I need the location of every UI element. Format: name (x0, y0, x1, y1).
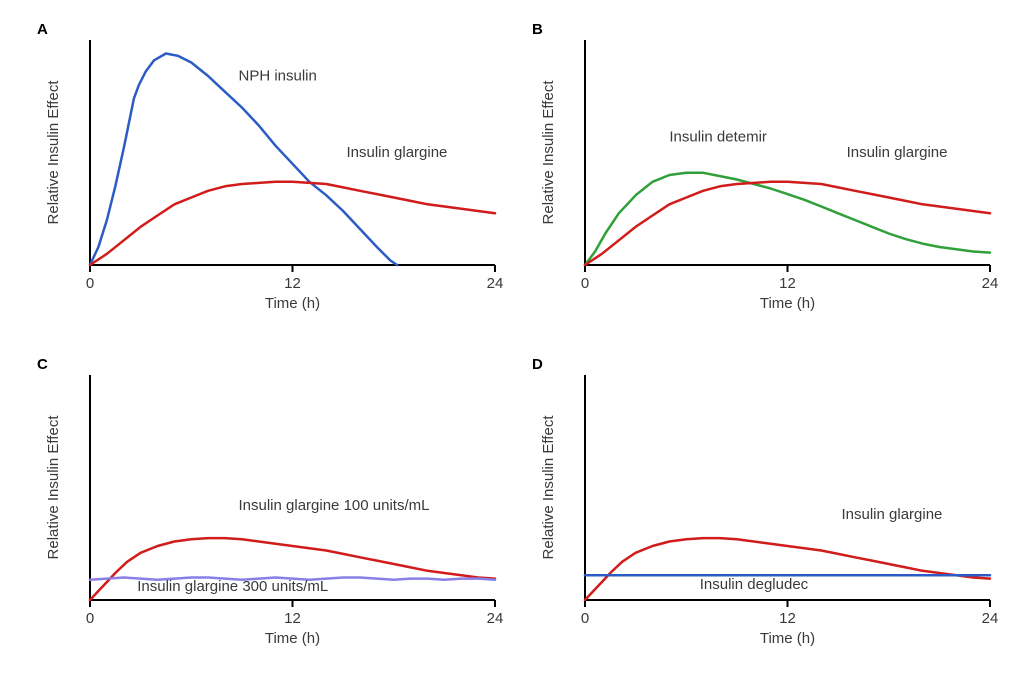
x-tick-label: 24 (982, 610, 999, 627)
series-label: Insulin degludec (700, 576, 809, 593)
chart-d: D 0 12 24 Time (h) Relative Insulin Effect Ins… (530, 355, 1000, 655)
series-label: Insulin glargine 100 units/mL (239, 497, 430, 514)
x-tick-label: 24 (487, 275, 504, 292)
x-tick-label: 12 (284, 275, 301, 292)
figure: A 0 12 24 Time (h) Relative Insulin Effect NPH… (0, 0, 1026, 690)
chart-c: C 0 12 24 Time (h) Relative Insulin Effect Ins… (35, 355, 505, 655)
panel-b: B 0 12 24 Time (h) Relative Insulin Effect Ins… (530, 20, 1000, 320)
x-tick-label: 12 (779, 275, 796, 292)
panel-letter: C (37, 356, 48, 373)
x-tick-label: 0 (581, 275, 589, 292)
series-label: Insulin glargine (842, 506, 943, 523)
chart-b: B 0 12 24 Time (h) Relative Insulin Effect Ins… (530, 20, 1000, 320)
series-label: NPH insulin (239, 68, 317, 85)
series-line (90, 182, 495, 265)
x-axis-title: Time (h) (265, 295, 320, 312)
x-tick-label: 12 (779, 610, 796, 627)
series-label: Insulin glargine (847, 144, 948, 161)
chart-a: A 0 12 24 Time (h) Relative Insulin Effect NPH… (35, 20, 505, 320)
panel-letter: A (37, 21, 48, 38)
x-tick-label: 0 (581, 610, 589, 627)
x-tick-label: 0 (86, 610, 94, 627)
series-label: Insulin glargine (347, 144, 448, 161)
y-axis-title: Relative Insulin Effect (45, 80, 62, 225)
x-axis-title: Time (h) (760, 295, 815, 312)
x-axis-title: Time (h) (760, 630, 815, 647)
y-axis-title: Relative Insulin Effect (540, 415, 557, 560)
x-tick-label: 0 (86, 275, 94, 292)
y-axis-title: Relative Insulin Effect (45, 415, 62, 560)
panel-c: C 0 12 24 Time (h) Relative Insulin Effect Ins… (35, 355, 505, 655)
panel-letter: B (532, 21, 543, 38)
panel-a: A 0 12 24 Time (h) Relative Insulin Effect NPH… (35, 20, 505, 320)
x-tick-label: 24 (982, 275, 999, 292)
x-tick-label: 24 (487, 610, 504, 627)
panel-letter: D (532, 356, 543, 373)
x-tick-label: 12 (284, 610, 301, 627)
x-axis-title: Time (h) (265, 630, 320, 647)
y-axis-title: Relative Insulin Effect (540, 80, 557, 225)
series-label: Insulin glargine 300 units/mL (137, 578, 328, 595)
panel-d: D 0 12 24 Time (h) Relative Insulin Effect Ins… (530, 355, 1000, 655)
series-label: Insulin detemir (669, 128, 767, 145)
